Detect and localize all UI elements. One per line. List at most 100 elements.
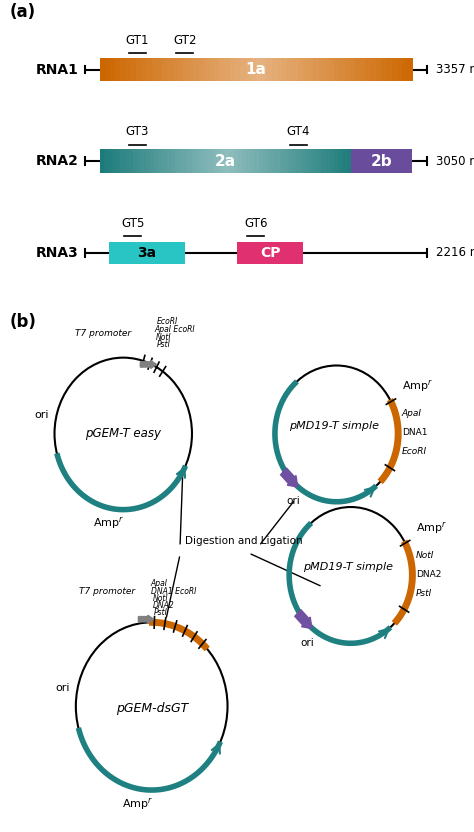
Text: GT1: GT1 <box>126 34 149 47</box>
Bar <box>342 150 347 173</box>
Text: Amp$^r$: Amp$^r$ <box>416 520 447 536</box>
Bar <box>334 57 340 82</box>
Bar <box>261 57 267 82</box>
Text: T7 promoter: T7 promoter <box>75 329 131 338</box>
Bar <box>100 150 105 173</box>
Bar <box>271 150 276 173</box>
Text: NotI: NotI <box>416 551 435 560</box>
Text: ApaI: ApaI <box>151 579 168 588</box>
Bar <box>100 57 106 82</box>
Text: PstI: PstI <box>154 608 167 617</box>
Bar <box>136 57 142 82</box>
Bar <box>162 150 167 173</box>
Text: GT3: GT3 <box>126 126 149 138</box>
Text: ori: ori <box>55 683 70 693</box>
Bar <box>199 57 205 82</box>
Bar <box>326 150 331 173</box>
Bar <box>204 150 210 173</box>
Text: T7 promoter: T7 promoter <box>79 587 135 596</box>
Bar <box>108 150 113 173</box>
Bar <box>137 150 142 173</box>
Text: 3357 nt: 3357 nt <box>436 63 474 76</box>
Bar <box>256 57 262 82</box>
Bar <box>219 57 226 82</box>
Bar <box>298 57 304 82</box>
Bar <box>217 150 222 173</box>
Bar <box>188 150 192 173</box>
Bar <box>381 57 387 82</box>
Text: (a): (a) <box>9 3 36 21</box>
Bar <box>272 57 278 82</box>
Bar <box>397 57 403 82</box>
Text: 2216 nt: 2216 nt <box>436 246 474 260</box>
Bar <box>171 150 176 173</box>
Bar <box>345 57 351 82</box>
Bar <box>209 57 215 82</box>
Text: NotI: NotI <box>155 333 171 342</box>
Bar <box>126 57 132 82</box>
Bar <box>188 57 194 82</box>
Text: DNA2: DNA2 <box>416 570 442 578</box>
Bar <box>365 57 372 82</box>
Bar <box>376 57 382 82</box>
Text: Amp$^r$: Amp$^r$ <box>402 379 433 394</box>
Text: 1a: 1a <box>246 62 266 77</box>
Text: 3050 nt: 3050 nt <box>436 155 474 168</box>
Bar <box>157 57 163 82</box>
Text: ori: ori <box>301 638 314 648</box>
Bar <box>263 150 268 173</box>
Bar <box>282 57 288 82</box>
Text: DNA2: DNA2 <box>153 602 174 611</box>
Bar <box>338 150 343 173</box>
Bar <box>125 150 130 173</box>
Bar <box>330 150 335 173</box>
Bar <box>230 57 236 82</box>
Text: RNA2: RNA2 <box>36 154 78 168</box>
Bar <box>112 150 117 173</box>
Text: 2b: 2b <box>371 154 392 169</box>
Bar <box>280 150 285 173</box>
Text: EcoRI: EcoRI <box>402 448 427 457</box>
Bar <box>313 57 319 82</box>
Bar <box>162 57 168 82</box>
Text: DNA1: DNA1 <box>402 428 428 437</box>
Text: ori: ori <box>34 410 49 420</box>
FancyArrow shape <box>138 615 154 623</box>
Bar <box>292 150 297 173</box>
Bar <box>109 241 185 265</box>
Bar <box>193 57 200 82</box>
Bar <box>146 150 151 173</box>
Text: Amp$^r$: Amp$^r$ <box>122 796 153 812</box>
FancyArrow shape <box>281 468 298 487</box>
Bar <box>150 150 155 173</box>
Bar <box>129 150 134 173</box>
Text: ori: ori <box>286 497 300 507</box>
Bar <box>266 57 273 82</box>
Bar <box>133 150 138 173</box>
Bar <box>355 57 361 82</box>
Bar <box>301 150 306 173</box>
Text: 2a: 2a <box>215 154 236 169</box>
Bar <box>225 57 231 82</box>
Bar <box>250 150 255 173</box>
Bar <box>166 150 172 173</box>
Bar <box>350 57 356 82</box>
Text: (b): (b) <box>9 313 36 331</box>
Text: PstI: PstI <box>416 589 432 598</box>
Bar <box>346 150 352 173</box>
Bar <box>267 150 272 173</box>
Bar <box>246 57 252 82</box>
Bar <box>234 150 239 173</box>
Bar <box>238 150 243 173</box>
Bar <box>360 57 366 82</box>
Bar <box>200 150 205 173</box>
Bar <box>288 150 293 173</box>
Bar <box>158 150 163 173</box>
Bar <box>212 150 218 173</box>
Text: RNA1: RNA1 <box>36 62 78 77</box>
Bar <box>141 150 146 173</box>
Bar <box>214 57 220 82</box>
Bar <box>115 57 121 82</box>
Bar <box>313 150 318 173</box>
Text: EcoRI: EcoRI <box>156 317 178 325</box>
